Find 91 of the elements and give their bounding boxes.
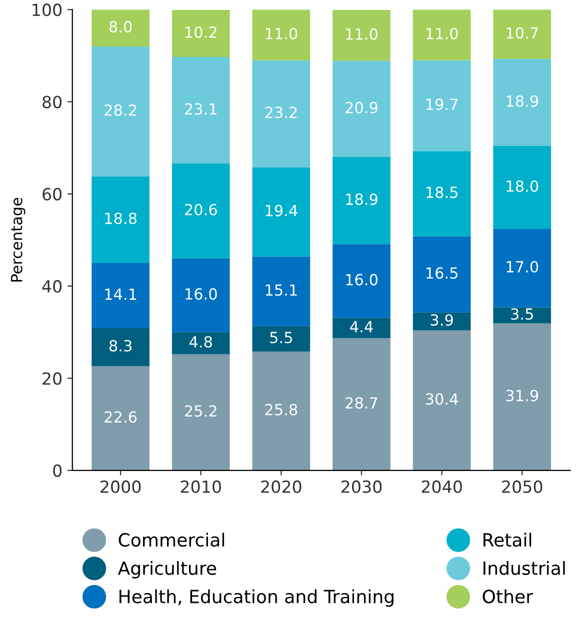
data-label: 5.5 bbox=[270, 332, 292, 344]
data-label: 22.6 bbox=[104, 411, 137, 423]
data-label: 4.8 bbox=[189, 336, 212, 348]
bar bbox=[412, 236, 471, 312]
bar bbox=[412, 312, 471, 330]
y-tick-label: 60 bbox=[42, 188, 62, 200]
y-tick-label: 20 bbox=[42, 372, 62, 385]
bar bbox=[332, 338, 390, 470]
bar bbox=[412, 151, 471, 236]
data-label: 17.0 bbox=[506, 260, 538, 273]
data-label: 20.9 bbox=[346, 102, 378, 114]
bar bbox=[252, 352, 310, 470]
legend-label: Other bbox=[482, 589, 534, 604]
bar bbox=[493, 228, 552, 308]
data-label: 3.5 bbox=[511, 308, 533, 320]
data-label: 18.8 bbox=[105, 212, 137, 224]
x-tick-label: 2000 bbox=[100, 480, 141, 494]
bar bbox=[252, 326, 310, 352]
bar bbox=[493, 307, 552, 324]
data-label: 20.6 bbox=[184, 204, 217, 216]
data-label: 16.5 bbox=[426, 267, 458, 279]
x-tick-label: 2030 bbox=[342, 480, 382, 494]
bar bbox=[412, 330, 471, 470]
bar bbox=[172, 57, 230, 164]
data-label: 19.4 bbox=[266, 204, 298, 216]
bar bbox=[332, 318, 390, 338]
bar bbox=[172, 10, 230, 58]
data-label: 18.5 bbox=[426, 186, 458, 198]
bar bbox=[92, 366, 150, 470]
x-tick-label: 2010 bbox=[180, 480, 221, 494]
data-label: 8.3 bbox=[109, 340, 132, 352]
x-tick-label: 2040 bbox=[422, 480, 462, 494]
bar bbox=[92, 263, 150, 328]
x-tick-label: 2050 bbox=[502, 480, 542, 494]
data-label: 15.1 bbox=[266, 284, 297, 296]
data-label: 14.1 bbox=[105, 288, 136, 300]
data-label: 28.7 bbox=[346, 397, 378, 409]
bar bbox=[172, 332, 230, 354]
bar bbox=[172, 258, 230, 332]
bar bbox=[172, 164, 230, 258]
data-label: 25.2 bbox=[184, 405, 216, 417]
legend-label: Industrial bbox=[484, 561, 565, 576]
bar bbox=[252, 60, 310, 168]
data-label: 11.0 bbox=[266, 28, 298, 40]
bar bbox=[92, 328, 150, 366]
data-label: 31.9 bbox=[506, 390, 538, 402]
data-label: 28.2 bbox=[104, 104, 136, 116]
data-label: 10.7 bbox=[506, 27, 538, 39]
bar bbox=[493, 146, 552, 229]
bar bbox=[493, 58, 552, 146]
legend-label: Health, Education and Training bbox=[120, 589, 394, 607]
bar bbox=[332, 244, 390, 318]
data-label: 16.0 bbox=[186, 288, 217, 300]
bar bbox=[412, 10, 471, 60]
bar bbox=[92, 10, 150, 46]
y-tick-label: 80 bbox=[42, 96, 62, 108]
bar bbox=[172, 354, 230, 470]
data-label: 25.8 bbox=[265, 404, 298, 416]
data-label: 18.0 bbox=[506, 180, 538, 192]
data-label: 23.2 bbox=[265, 106, 297, 118]
data-label: 30.4 bbox=[426, 393, 458, 405]
x-tick-label: 2020 bbox=[261, 480, 302, 494]
legend-label: Commercial bbox=[118, 532, 224, 547]
bar bbox=[92, 46, 150, 176]
y-axis-title: Percentage bbox=[10, 198, 26, 282]
data-label: 23.1 bbox=[184, 103, 216, 115]
bar bbox=[252, 10, 310, 60]
data-label: 19.7 bbox=[426, 98, 458, 110]
bar bbox=[493, 323, 552, 470]
data-label: 3.9 bbox=[430, 314, 453, 326]
data-label: 11.0 bbox=[426, 28, 458, 40]
data-label: 11.0 bbox=[346, 28, 378, 40]
bar bbox=[252, 256, 310, 326]
legend-label: Retail bbox=[484, 532, 532, 547]
y-tick-label: 0 bbox=[53, 464, 62, 477]
data-label: 8.0 bbox=[109, 20, 132, 32]
y-tick-label: 40 bbox=[42, 280, 62, 293]
data-label: 4.4 bbox=[350, 321, 373, 332]
data-label: 18.9 bbox=[506, 95, 538, 107]
bar bbox=[412, 60, 471, 152]
y-tick-label: 100 bbox=[32, 4, 62, 16]
data-label: 18.9 bbox=[346, 193, 378, 206]
bar bbox=[332, 10, 390, 61]
bar bbox=[332, 157, 390, 244]
bar bbox=[252, 167, 310, 257]
bar bbox=[493, 10, 552, 59]
legend-label: Agriculture bbox=[118, 561, 216, 579]
bar bbox=[92, 176, 150, 264]
bar bbox=[332, 60, 390, 158]
data-label: 16.0 bbox=[346, 274, 378, 286]
data-label: 10.2 bbox=[186, 26, 216, 38]
